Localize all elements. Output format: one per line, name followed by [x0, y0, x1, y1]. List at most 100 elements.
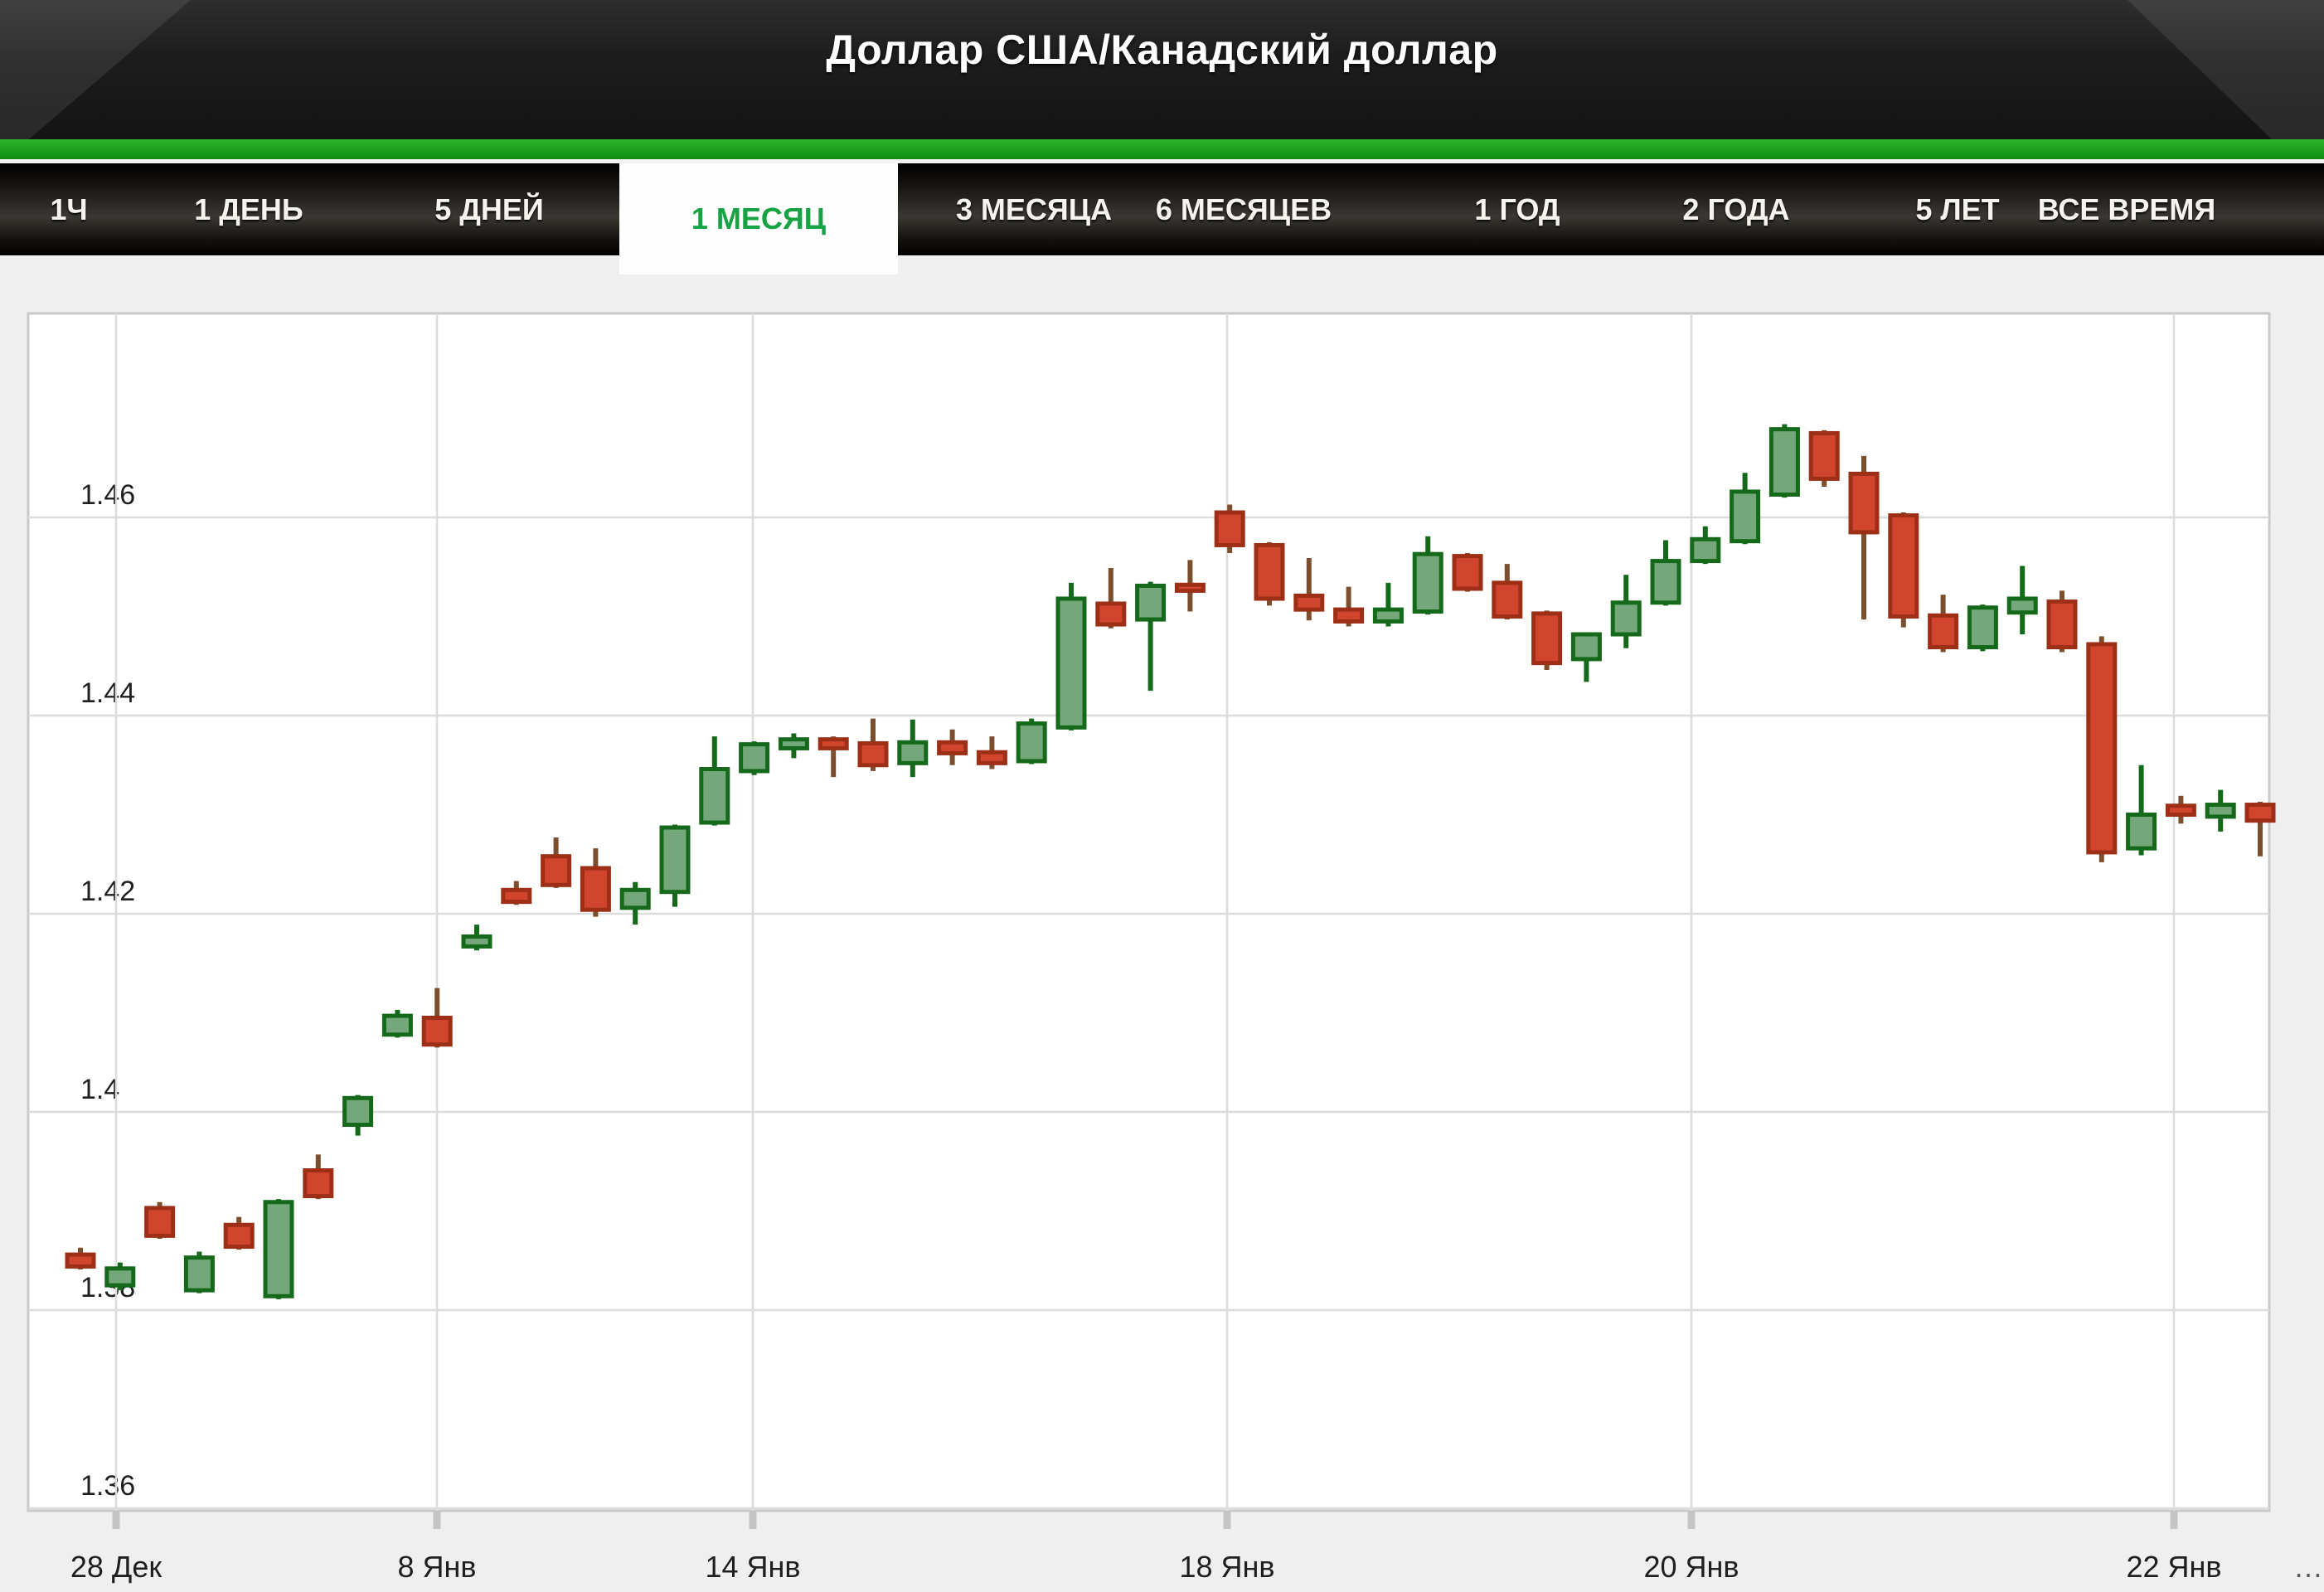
- candle-10-down: [421, 988, 453, 1048]
- y-axis-label-1.42: 1.42: [80, 876, 135, 907]
- candle-body: [1730, 489, 1761, 544]
- candle-body: [1372, 607, 1404, 624]
- candle-body: [541, 854, 572, 887]
- candle-28-up: [1135, 581, 1167, 692]
- candle-48-down: [1928, 595, 1959, 653]
- candle-42-up: [1690, 526, 1721, 565]
- candle-1-down: [65, 1247, 96, 1270]
- candle-body: [1174, 582, 1206, 593]
- candle-49-up: [1967, 604, 1998, 652]
- candle-body: [342, 1095, 374, 1128]
- x-axis-label-22 Янв: 22 Янв: [2126, 1550, 2221, 1584]
- candle-body: [2126, 813, 2157, 851]
- candle-body: [1333, 607, 1365, 624]
- candle-body: [857, 740, 889, 768]
- candle-body: [2086, 642, 2118, 855]
- candle-body: [2205, 803, 2236, 819]
- candle-6-up: [263, 1199, 294, 1299]
- candle-23-down: [937, 729, 968, 765]
- candle-body: [659, 825, 691, 895]
- page-title: Доллар США/Канадский доллар: [826, 27, 1498, 73]
- x-axis-label-18 Янв: 18 Янв: [1179, 1550, 1274, 1584]
- time-range-tabbar: 1Ч 1 ДЕНЬ 5 ДНЕЙ 1 МЕСЯЦ 3 МЕСЯЦА 6 МЕСЯЦЕВ 1 …: [0, 163, 2324, 274]
- header-bar: Доллар США/Канадский доллар: [0, 0, 2324, 139]
- candle-body: [1888, 513, 1919, 619]
- candle-body: [2006, 596, 2038, 615]
- candle-18-up: [739, 741, 770, 775]
- candle-3-down: [144, 1201, 176, 1239]
- tab-5[interactable]: 3 МЕСЯЦА: [955, 192, 1113, 226]
- candle-body: [699, 767, 730, 825]
- tab-8[interactable]: 2 ГОДА: [1682, 192, 1790, 226]
- candle-39-up: [1570, 632, 1602, 682]
- candle-15-up: [619, 881, 651, 925]
- candle-47-down: [1888, 512, 1919, 628]
- candle-body: [65, 1252, 96, 1269]
- candle-body: [1452, 554, 1483, 591]
- tab-1[interactable]: 1Ч: [50, 192, 88, 226]
- candle-body: [263, 1200, 294, 1298]
- candle-body: [1768, 427, 1800, 498]
- candle-5-down: [223, 1216, 255, 1250]
- candle-9-up: [381, 1009, 413, 1038]
- candle-body: [183, 1255, 215, 1293]
- candle-12-down: [501, 881, 532, 905]
- candle-29-down: [1174, 560, 1206, 612]
- candle-body: [1690, 536, 1721, 564]
- candle-41-up: [1650, 540, 1681, 606]
- separator-line: [0, 159, 2324, 163]
- candle-38-down: [1531, 610, 1563, 671]
- y-axis-label-1.46: 1.46: [80, 479, 135, 511]
- candle-35-up: [1412, 536, 1443, 615]
- candle-body: [1928, 613, 1959, 650]
- candle-53-up: [2126, 764, 2157, 856]
- candle-body: [1650, 559, 1681, 605]
- candle-4-up: [183, 1251, 215, 1294]
- candle-body: [1808, 430, 1840, 481]
- candle-body: [1135, 583, 1167, 622]
- candle-25-up: [1016, 718, 1047, 764]
- candle-40-up: [1610, 575, 1642, 648]
- tab-7[interactable]: 1 ГОД: [1474, 192, 1560, 226]
- candle-body: [739, 742, 770, 774]
- candle-body: [1610, 600, 1642, 637]
- candle-body: [2165, 803, 2196, 817]
- candle-30-down: [1214, 504, 1245, 554]
- candle-50-up: [2006, 565, 2038, 635]
- candle-27-down: [1095, 567, 1127, 629]
- tab-2[interactable]: 1 ДЕНЬ: [194, 192, 303, 226]
- candle-body: [1055, 596, 1087, 730]
- candle-20-down: [818, 736, 849, 778]
- candle-body: [1492, 580, 1523, 619]
- candle-36-down: [1452, 553, 1483, 592]
- x-axis-label-14 Янв: 14 Янв: [705, 1550, 800, 1584]
- tab-4-selected[interactable]: 1 МЕСЯЦ: [619, 163, 898, 274]
- candle-54-down: [2165, 795, 2196, 824]
- candle-19-up: [778, 733, 809, 759]
- candle-body: [1293, 593, 1325, 612]
- y-axis-label-1.4: 1.4: [80, 1074, 119, 1105]
- candle-32-down: [1293, 557, 1325, 621]
- chart-plot-area[interactable]: [27, 312, 2271, 1512]
- candle-body: [104, 1266, 136, 1288]
- candle-body: [1412, 551, 1443, 614]
- candle-2-up: [104, 1262, 136, 1291]
- candle-body: [778, 737, 809, 750]
- tab-3[interactable]: 5 ДНЕЙ: [434, 192, 544, 226]
- candle-26-up: [1055, 582, 1087, 730]
- candle-14-down: [580, 848, 611, 917]
- candle-body: [1531, 611, 1563, 666]
- tab-10[interactable]: ВСЕ ВРЕМЯ: [2037, 192, 2216, 226]
- candle-body: [1254, 542, 1285, 601]
- x-axis-overflow-label: …: [2293, 1550, 2323, 1584]
- candle-body: [2244, 803, 2276, 823]
- candle-body: [976, 750, 1007, 765]
- candle-body: [223, 1222, 255, 1250]
- candle-24-down: [976, 736, 1007, 769]
- candle-body: [1016, 721, 1047, 764]
- tab-6[interactable]: 6 МЕСЯЦЕВ: [1155, 192, 1332, 226]
- candle-body: [421, 1015, 453, 1047]
- candle-51-down: [2046, 590, 2078, 653]
- tab-9[interactable]: 5 ЛЕТ: [1915, 192, 2000, 226]
